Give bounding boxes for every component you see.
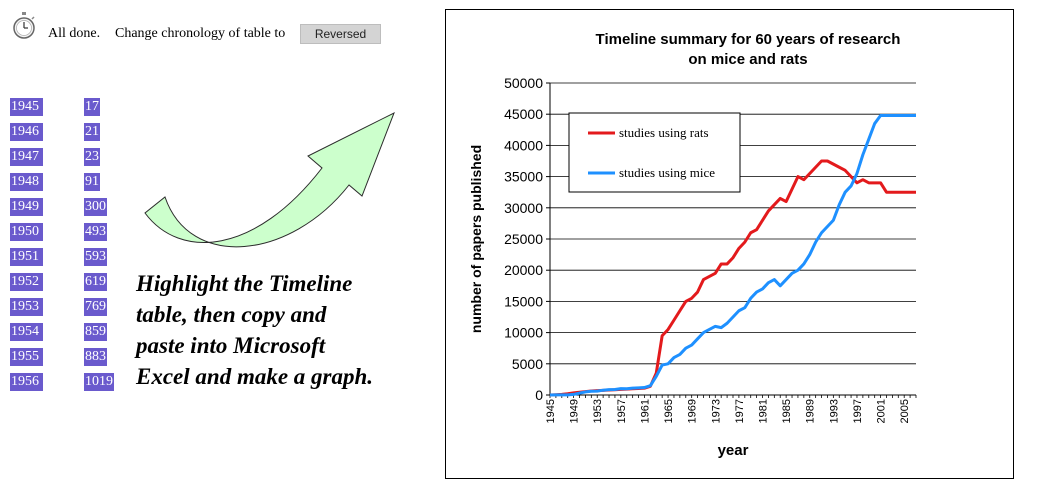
x-tick-label: 1973 [710,399,722,423]
timeline-year-cell[interactable]: 1945 [10,98,43,116]
y-tick-label: 35000 [504,169,543,185]
timeline-year-cell[interactable]: 1949 [10,198,43,216]
chart-title: on mice and rats [688,51,807,68]
y-tick-label: 0 [535,387,543,403]
timeline-count-cell[interactable]: 91 [84,173,100,191]
curved-arrow-icon [140,110,400,265]
legend-label: studies using mice [619,165,715,180]
x-tick-label: 1949 [569,399,581,423]
x-axis-label: year [718,442,749,459]
series-line-mice [549,113,916,397]
x-tick-label: 1985 [781,399,793,423]
stopwatch-icon [11,11,37,41]
chart-title: Timeline summary for 60 years of researc… [596,31,901,48]
x-tick-label: 2001 [876,399,888,423]
y-tick-label: 10000 [504,325,543,341]
y-tick-label: 5000 [512,356,543,372]
x-tick-label: 1977 [734,399,746,423]
x-tick-label: 1965 [663,399,675,423]
x-tick-label: 1981 [758,399,770,423]
timeline-chart: Timeline summary for 60 years of researc… [445,9,1014,479]
timeline-year-cell[interactable]: 1956 [10,373,43,391]
instructions-line: Highlight the Timeline [136,271,353,296]
timeline-count-cell[interactable]: 300 [84,198,107,216]
series-line-rats [549,159,916,397]
chart-legend [568,112,741,193]
status-message: All done. [48,26,101,41]
y-tick-label: 30000 [504,200,543,216]
y-tick-label: 45000 [504,106,543,122]
instructions-line: paste into Microsoft [136,333,326,358]
timeline-year-cell[interactable]: 1953 [10,298,43,316]
timeline-year-cell[interactable]: 1951 [10,248,43,266]
chronology-label: Change chronology of table to [115,26,286,41]
x-tick-label: 1945 [545,399,557,423]
legend-label: studies using rats [619,125,709,140]
x-tick-label: 1989 [805,399,817,423]
y-axis-label: number of papers published [468,145,484,333]
timeline-count-cell[interactable]: 17 [84,98,100,116]
timeline-year-cell[interactable]: 1954 [10,323,43,341]
reverse-chronology-button[interactable]: Reversed [300,24,381,44]
x-tick-label: 1997 [852,399,864,423]
x-tick-label: 1961 [639,399,651,423]
instructions-line: Excel and make a graph. [136,364,374,389]
instructions-line: table, then copy and [136,302,327,327]
timeline-year-cell[interactable]: 1947 [10,148,43,166]
y-tick-label: 15000 [504,293,543,309]
timeline-year-cell[interactable]: 1946 [10,123,43,141]
timeline-count-cell[interactable]: 859 [84,323,107,341]
y-tick-label: 25000 [504,231,543,247]
y-tick-label: 50000 [504,75,543,91]
timeline-count-cell[interactable]: 593 [84,248,107,266]
timeline-count-cell[interactable]: 619 [84,273,107,291]
timeline-year-cell[interactable]: 1952 [10,273,43,291]
x-tick-label: 2005 [899,399,911,423]
timeline-year-cell[interactable]: 1955 [10,348,43,366]
instructions-text: Highlight the Timeline table, then copy … [136,268,373,392]
timeline-count-cell[interactable]: 493 [84,223,107,241]
x-tick-label: 1993 [828,399,840,423]
timeline-year-cell[interactable]: 1950 [10,223,43,241]
y-tick-label: 40000 [504,137,543,153]
chart-canvas: Timeline summary for 60 years of researc… [468,31,917,459]
timeline-count-cell[interactable]: 769 [84,298,107,316]
y-tick-label: 20000 [504,262,543,278]
timeline-count-cell[interactable]: 21 [84,123,100,141]
timeline-count-cell[interactable]: 23 [84,148,100,166]
x-tick-label: 1969 [687,399,699,423]
timeline-year-cell[interactable]: 1948 [10,173,43,191]
x-tick-label: 1953 [592,399,604,423]
x-tick-label: 1957 [616,399,628,423]
timeline-count-cell[interactable]: 1019 [84,373,114,391]
timeline-count-cell[interactable]: 883 [84,348,107,366]
